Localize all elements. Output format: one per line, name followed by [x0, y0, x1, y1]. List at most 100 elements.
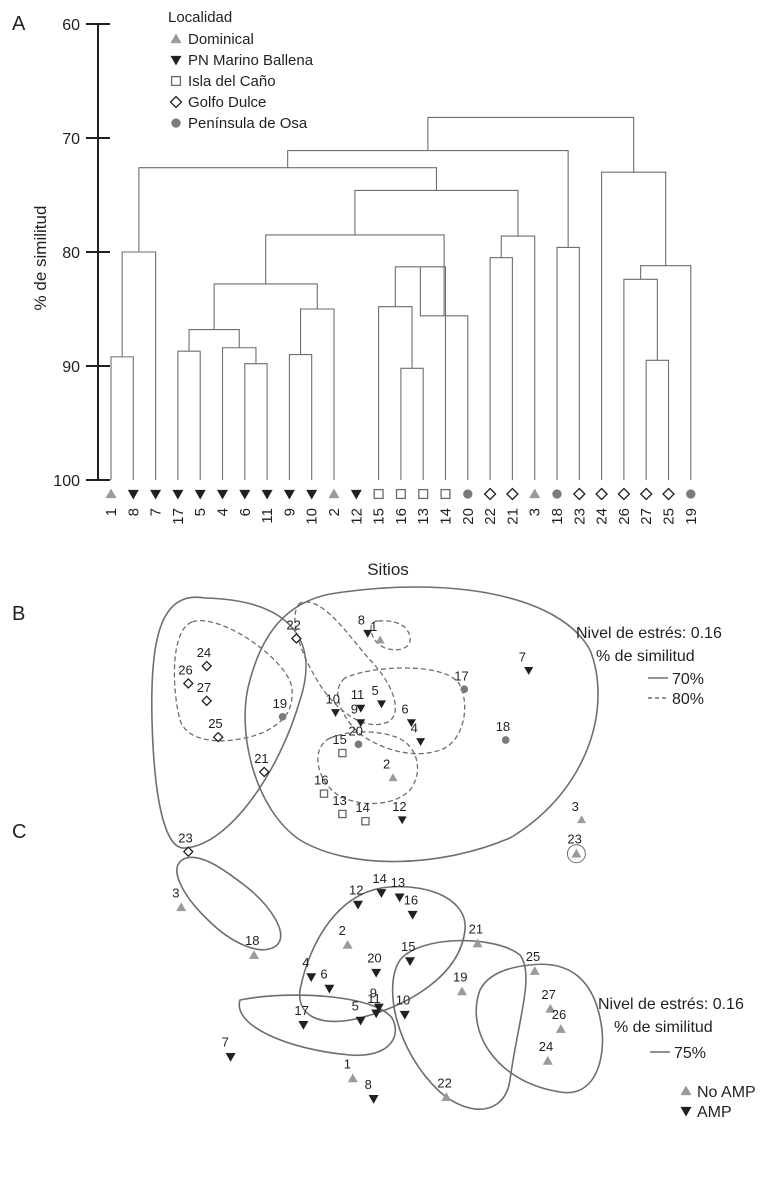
dendrogram-branch: [221, 347, 257, 480]
point-label: 6: [401, 702, 408, 717]
legend-marker: [680, 1085, 692, 1096]
legend-label: Dominical: [188, 31, 254, 48]
legend-marker: [170, 33, 182, 44]
leaf-label: 3: [527, 508, 544, 516]
point-marker: [347, 1073, 358, 1083]
point-marker: [361, 816, 370, 826]
leaf-marker: [505, 487, 519, 501]
marker-legend: No AMP AMP: [680, 1084, 756, 1121]
point-label: 3: [572, 799, 579, 814]
point-label: 19: [453, 969, 467, 984]
y-axis-label: % de similitud: [31, 206, 50, 311]
leaf-marker: [328, 488, 340, 499]
point-label: 12: [349, 882, 363, 897]
point-marker: [368, 1095, 379, 1104]
point-marker: [577, 815, 587, 824]
leaf-marker: [463, 489, 473, 499]
y-tick-label: 70: [62, 131, 80, 148]
leaf-marker: [150, 489, 162, 500]
dendrogram-branch: [427, 116, 635, 173]
point-marker: [388, 773, 398, 782]
leaf-marker: [217, 489, 228, 500]
point-marker: [416, 738, 426, 746]
legend-label: PN Marino Ballena: [188, 52, 314, 69]
leaf-label: 19: [683, 508, 700, 525]
point-marker: [355, 1016, 366, 1026]
point-marker: [353, 900, 363, 910]
stress-label: Nivel de estrés: 0.16: [576, 625, 722, 642]
contour-80-22: [294, 601, 397, 726]
point-label: 21: [254, 751, 268, 766]
leaf-label: 18: [549, 508, 566, 525]
leaf-label: 27: [638, 508, 655, 525]
point-label: 4: [411, 720, 418, 735]
point-marker: [306, 973, 317, 982]
contour-70-left: [150, 596, 307, 849]
point-label: 1: [344, 1056, 351, 1071]
point-label: 15: [401, 939, 415, 954]
leaf-marker: [306, 489, 318, 500]
leaf-label: 12: [348, 508, 365, 525]
dendrogram-branch: [378, 306, 413, 480]
point-label: 12: [392, 799, 406, 814]
leaf-marker: [350, 489, 362, 500]
point-label: 9: [351, 702, 358, 717]
leaf-label: 22: [482, 508, 499, 525]
leaf-marker: [127, 489, 139, 500]
dendrogram-branch: [640, 265, 692, 317]
point-label: 16: [314, 773, 328, 788]
point-label: 17: [454, 668, 468, 683]
point-marker: [399, 1010, 410, 1020]
y-tick-label: 60: [62, 17, 80, 34]
point-label: 19: [273, 696, 287, 711]
legend-label: No AMP: [697, 1084, 756, 1101]
point-label: 27: [197, 680, 211, 695]
leaf-marker: [639, 487, 653, 501]
panel-letter-a: A: [12, 13, 26, 35]
y-tick-label: 80: [62, 245, 80, 262]
point-marker: [182, 678, 194, 689]
line-legend: 75%: [650, 1045, 706, 1062]
point-marker: [290, 633, 302, 644]
leaf-marker: [172, 489, 184, 500]
point-marker: [201, 660, 213, 672]
point-label: 8: [365, 1077, 372, 1092]
leaf-marker: [395, 488, 406, 500]
point-marker: [212, 731, 224, 743]
line-legend-label: 75%: [674, 1045, 706, 1062]
point-label: 7: [222, 1035, 229, 1050]
legend-marker: [169, 95, 183, 109]
point-marker: [529, 966, 540, 975]
leaf-label: 26: [616, 508, 633, 525]
point-marker: [319, 789, 329, 798]
point-ring: [566, 844, 586, 864]
point-label: 5: [372, 683, 379, 698]
point-label: 23: [567, 832, 581, 847]
leaf-marker: [662, 487, 675, 501]
y-tick-label: 100: [53, 473, 80, 490]
point-label: 23: [178, 831, 192, 846]
leaf-marker: [194, 489, 206, 500]
leaf-label: 5: [192, 508, 209, 516]
leaf-marker: [572, 487, 586, 501]
leaf-label: 24: [594, 508, 611, 525]
point-label: 20: [349, 723, 363, 738]
point-label: 11: [367, 991, 381, 1006]
point-marker: [555, 1024, 566, 1033]
leaf-marker: [686, 489, 696, 499]
similarity-label: % de similitud: [596, 648, 695, 665]
legend-marker: [170, 75, 182, 87]
point-marker: [460, 685, 469, 694]
point-marker: [501, 736, 510, 744]
legend: Dominical PN Marino Ballena Isla del Caño G…: [169, 31, 314, 132]
point-label: 16: [404, 893, 418, 908]
similarity-contours: [150, 586, 599, 863]
point-marker: [338, 748, 347, 758]
leaf-marker: [595, 487, 609, 501]
legend-label: Península de Osa: [188, 115, 308, 132]
point-marker: [324, 984, 335, 994]
leaf-label: 4: [215, 508, 232, 516]
leaf-marker: [239, 489, 251, 500]
